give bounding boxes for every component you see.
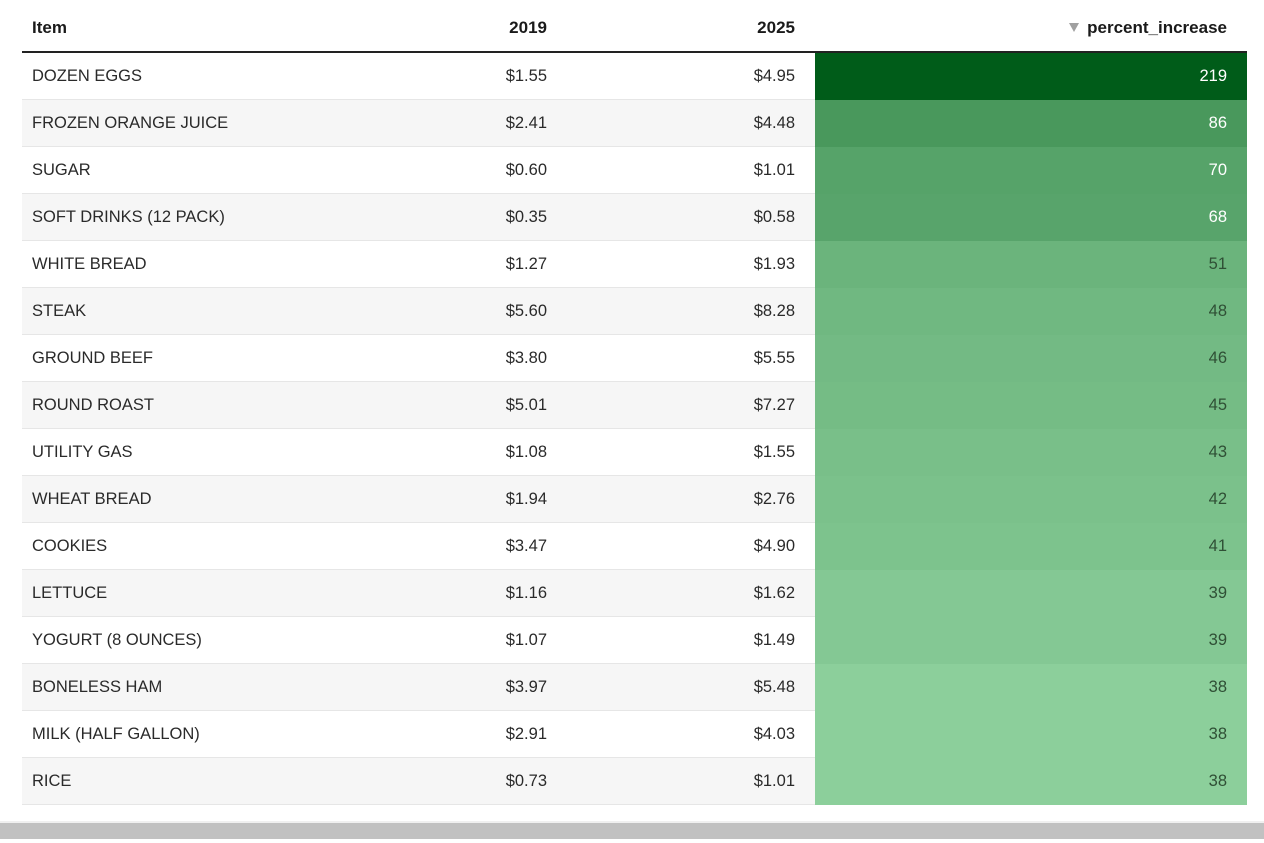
cell-2025: $4.90 [567, 522, 815, 570]
table-row[interactable]: STEAK $5.60 $8.28 48 [22, 287, 1247, 335]
cell-2019: $5.60 [377, 287, 567, 335]
table-row[interactable]: DOZEN EGGS $1.55 $4.95 219 [22, 52, 1247, 100]
cell-2019: $1.55 [377, 52, 567, 100]
cell-2019: $3.47 [377, 522, 567, 570]
cell-item: BONELESS HAM [22, 663, 377, 711]
cell-2025: $4.03 [567, 710, 815, 758]
cell-item: GROUND BEEF [22, 334, 377, 382]
cell-percent-increase: 41 [815, 522, 1247, 570]
cell-percent-increase: 38 [815, 663, 1247, 711]
scrollbar-thumb[interactable] [0, 823, 1264, 839]
cell-item: FROZEN ORANGE JUICE [22, 99, 377, 147]
cell-2019: $1.08 [377, 428, 567, 476]
cell-2025: $0.58 [567, 193, 815, 241]
column-header-item[interactable]: Item [22, 5, 377, 53]
table-row[interactable]: GROUND BEEF $3.80 $5.55 46 [22, 334, 1247, 382]
column-header-2025[interactable]: 2025 [567, 5, 815, 53]
cell-item: LETTUCE [22, 569, 377, 617]
table-row[interactable]: BONELESS HAM $3.97 $5.48 38 [22, 663, 1247, 711]
column-header-label: percent_increase [1087, 18, 1227, 37]
cell-2019: $1.94 [377, 475, 567, 523]
table-row[interactable]: SOFT DRINKS (12 PACK) $0.35 $0.58 68 [22, 193, 1247, 241]
table-row[interactable]: MILK (HALF GALLON) $2.91 $4.03 38 [22, 710, 1247, 758]
cell-item: DOZEN EGGS [22, 52, 377, 100]
cell-item: UTILITY GAS [22, 428, 377, 476]
table-body: DOZEN EGGS $1.55 $4.95 219 FROZEN ORANGE JUI… [22, 52, 1247, 805]
cell-2025: $1.01 [567, 757, 815, 805]
sort-descending-icon[interactable] [1069, 23, 1080, 32]
table-row[interactable]: UTILITY GAS $1.08 $1.55 43 [22, 428, 1247, 476]
cell-item: COOKIES [22, 522, 377, 570]
cell-2025: $7.27 [567, 381, 815, 429]
cell-percent-increase: 86 [815, 99, 1247, 147]
column-header-label: Item [32, 18, 67, 37]
cell-2025: $5.55 [567, 334, 815, 382]
cell-2025: $1.55 [567, 428, 815, 476]
cell-item: SUGAR [22, 146, 377, 194]
cell-2019: $0.73 [377, 757, 567, 805]
cell-percent-increase: 46 [815, 334, 1247, 382]
cell-2025: $1.93 [567, 240, 815, 288]
cell-2019: $5.01 [377, 381, 567, 429]
table-row[interactable]: FROZEN ORANGE JUICE $2.41 $4.48 86 [22, 99, 1247, 147]
cell-2019: $1.07 [377, 616, 567, 664]
data-table: Item 2019 2025 percent_increase DOZEN EG… [22, 5, 1247, 805]
cell-percent-increase: 219 [815, 52, 1247, 100]
cell-item: RICE [22, 757, 377, 805]
cell-2019: $3.80 [377, 334, 567, 382]
cell-percent-increase: 38 [815, 710, 1247, 758]
cell-item: WHEAT BREAD [22, 475, 377, 523]
cell-2025: $2.76 [567, 475, 815, 523]
cell-item: ROUND ROAST [22, 381, 377, 429]
horizontal-scrollbar[interactable] [0, 821, 1264, 843]
table-row[interactable]: COOKIES $3.47 $4.90 41 [22, 522, 1247, 570]
table-header: Item 2019 2025 percent_increase [22, 5, 1247, 53]
table-row[interactable]: SUGAR $0.60 $1.01 70 [22, 146, 1247, 194]
cell-percent-increase: 45 [815, 381, 1247, 429]
cell-percent-increase: 51 [815, 240, 1247, 288]
cell-item: MILK (HALF GALLON) [22, 710, 377, 758]
table-row[interactable]: ROUND ROAST $5.01 $7.27 45 [22, 381, 1247, 429]
cell-2025: $8.28 [567, 287, 815, 335]
column-header-label: 2025 [757, 18, 795, 37]
table-row[interactable]: WHITE BREAD $1.27 $1.93 51 [22, 240, 1247, 288]
cell-item: WHITE BREAD [22, 240, 377, 288]
cell-percent-increase: 42 [815, 475, 1247, 523]
column-header-percent-increase[interactable]: percent_increase [815, 5, 1247, 53]
cell-2019: $0.35 [377, 193, 567, 241]
cell-2019: $1.16 [377, 569, 567, 617]
cell-2025: $5.48 [567, 663, 815, 711]
data-table-viewport: Item 2019 2025 percent_increase DOZEN EG… [22, 5, 1247, 805]
cell-percent-increase: 70 [815, 146, 1247, 194]
cell-2025: $4.48 [567, 99, 815, 147]
cell-percent-increase: 43 [815, 428, 1247, 476]
table-row[interactable]: YOGURT (8 OUNCES) $1.07 $1.49 39 [22, 616, 1247, 664]
cell-2019: $0.60 [377, 146, 567, 194]
cell-percent-increase: 39 [815, 616, 1247, 664]
table-row[interactable]: LETTUCE $1.16 $1.62 39 [22, 569, 1247, 617]
cell-percent-increase: 68 [815, 193, 1247, 241]
table-row[interactable]: RICE $0.73 $1.01 38 [22, 757, 1247, 805]
column-header-2019[interactable]: 2019 [377, 5, 567, 53]
cell-2025: $4.95 [567, 52, 815, 100]
cell-item: YOGURT (8 OUNCES) [22, 616, 377, 664]
cell-2019: $3.97 [377, 663, 567, 711]
cell-2019: $2.41 [377, 99, 567, 147]
cell-item: STEAK [22, 287, 377, 335]
column-header-label: 2019 [509, 18, 547, 37]
cell-2025: $1.01 [567, 146, 815, 194]
cell-percent-increase: 38 [815, 757, 1247, 805]
table-row[interactable]: WHEAT BREAD $1.94 $2.76 42 [22, 475, 1247, 523]
cell-2019: $1.27 [377, 240, 567, 288]
cell-item: SOFT DRINKS (12 PACK) [22, 193, 377, 241]
cell-percent-increase: 48 [815, 287, 1247, 335]
cell-2019: $2.91 [377, 710, 567, 758]
cell-percent-increase: 39 [815, 569, 1247, 617]
cell-2025: $1.62 [567, 569, 815, 617]
cell-2025: $1.49 [567, 616, 815, 664]
